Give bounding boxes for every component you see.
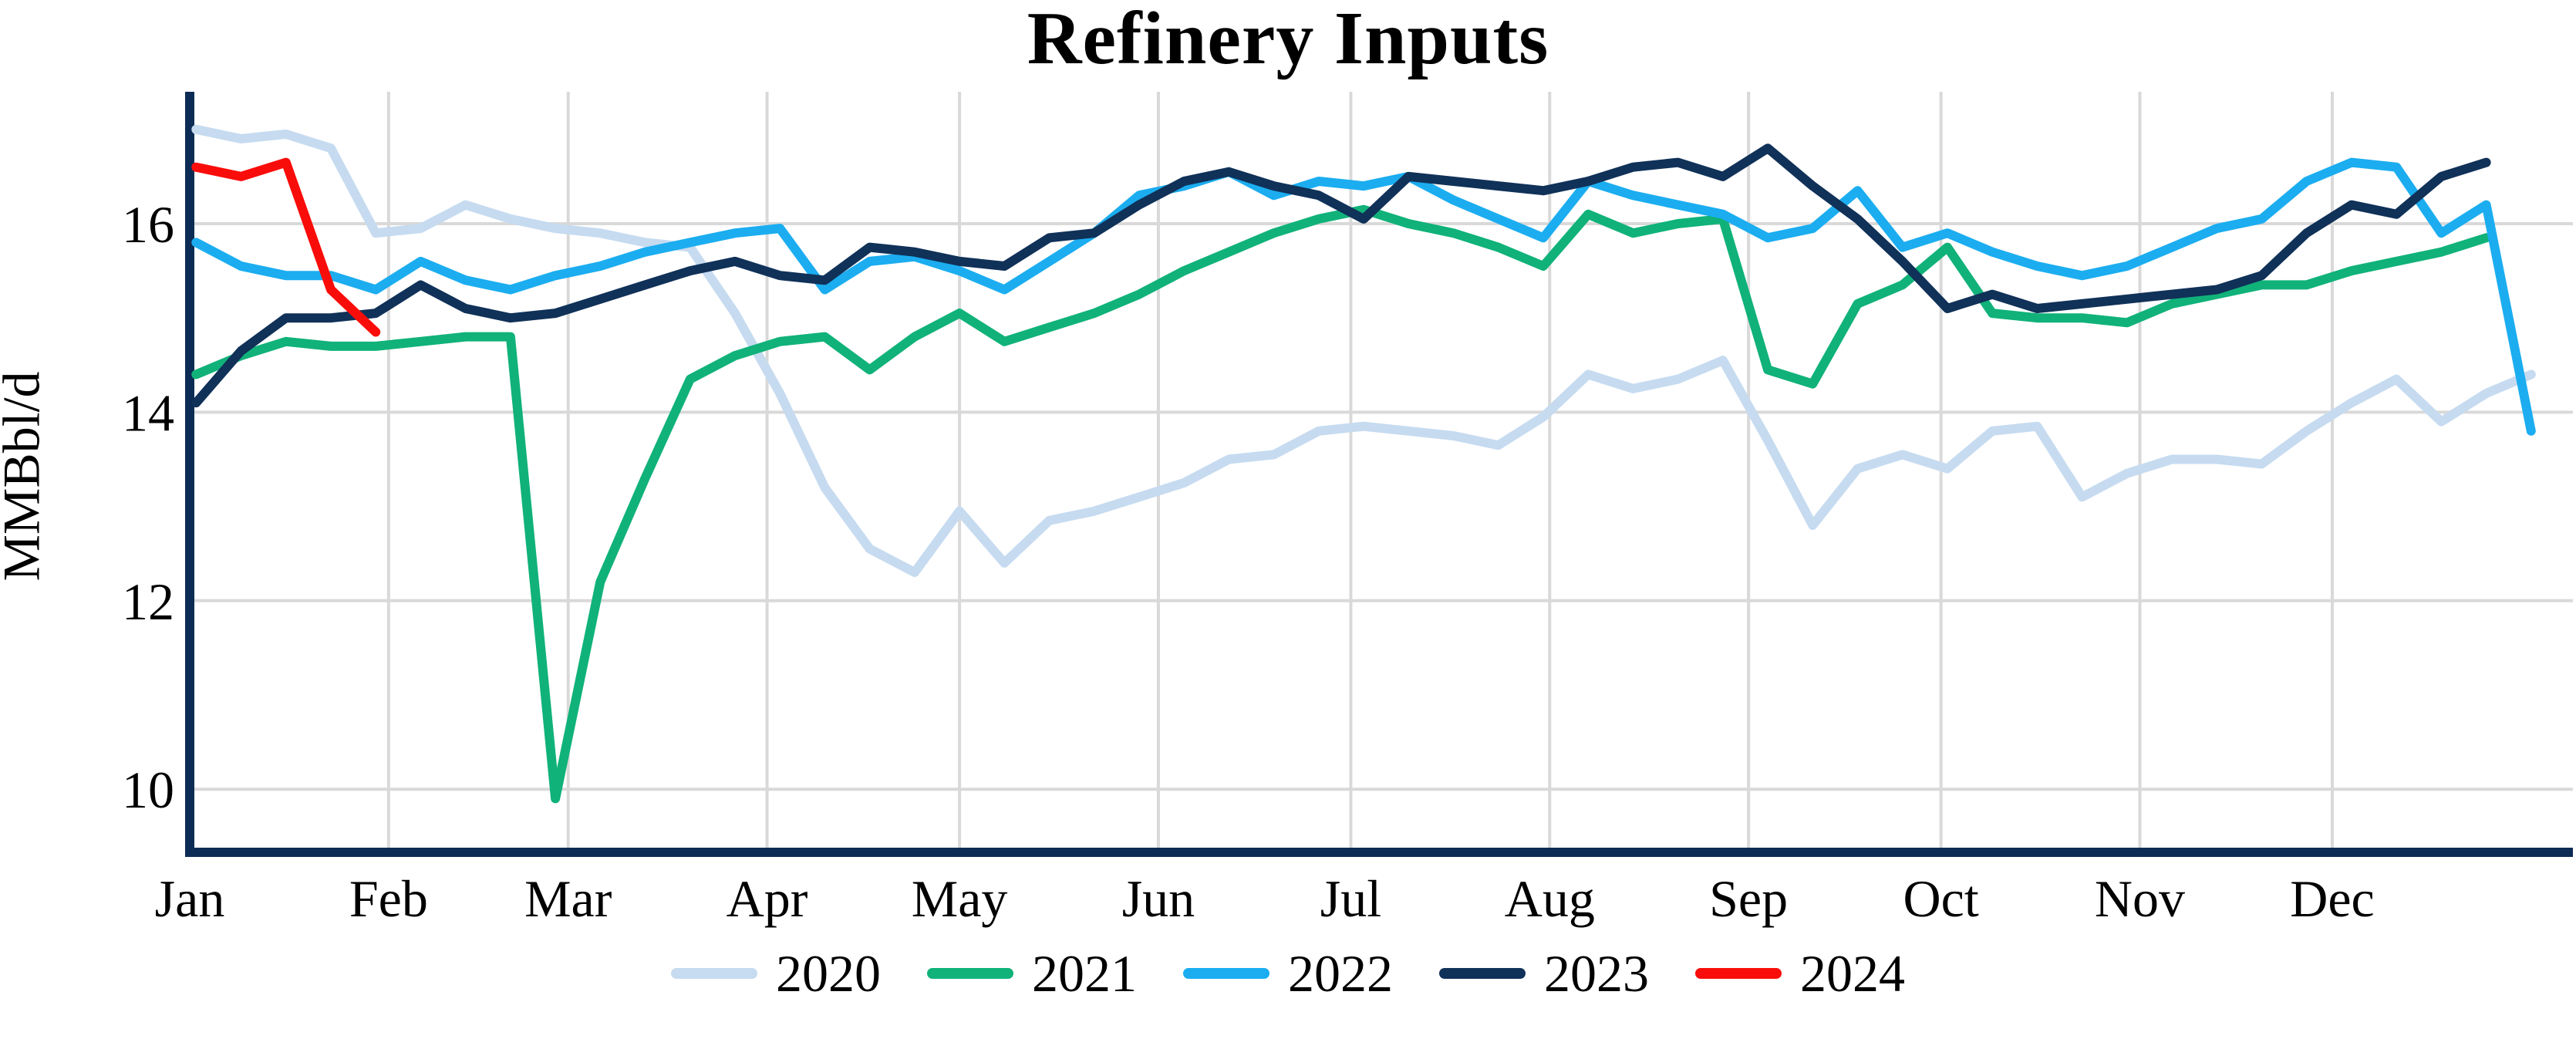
legend-item-2022: 2022: [1183, 947, 1393, 1000]
legend-item-2023: 2023: [1439, 947, 1649, 1000]
svg-text:10: 10: [122, 761, 174, 819]
legend-swatch-2022: [1183, 968, 1269, 979]
svg-text:Nov: Nov: [2095, 869, 2185, 928]
svg-text:Apr: Apr: [727, 869, 808, 928]
legend-swatch-2024: [1695, 968, 1782, 979]
svg-text:Aug: Aug: [1505, 869, 1595, 928]
svg-text:12: 12: [122, 572, 174, 631]
svg-text:Jun: Jun: [1122, 869, 1195, 928]
legend-label-2020: 2020: [776, 944, 881, 1003]
legend-swatch-2021: [927, 968, 1013, 979]
svg-text:16: 16: [122, 195, 174, 254]
legend-swatch-2023: [1439, 968, 1526, 979]
svg-text:May: May: [912, 869, 1008, 928]
legend-item-2020: 2020: [671, 947, 881, 1000]
legend-label-2024: 2024: [1800, 944, 1905, 1003]
svg-text:Dec: Dec: [2290, 869, 2374, 928]
svg-text:Mar: Mar: [524, 869, 612, 928]
legend-label-2022: 2022: [1288, 944, 1393, 1003]
svg-text:Sep: Sep: [1709, 869, 1788, 928]
svg-text:Feb: Feb: [349, 869, 428, 928]
legend-item-2021: 2021: [927, 947, 1137, 1000]
legend-label-2023: 2023: [1544, 944, 1649, 1003]
legend-swatch-2020: [671, 968, 757, 979]
legend-label-2021: 2021: [1032, 944, 1137, 1003]
svg-text:14: 14: [122, 383, 174, 442]
chart-title: Refinery Inputs: [1027, 0, 1549, 80]
svg-text:Oct: Oct: [1903, 869, 1979, 928]
legend: 2020 2021 2022 2023 2024: [0, 947, 2576, 1000]
svg-text:Jul: Jul: [1320, 869, 1381, 928]
legend-item-2024: 2024: [1695, 947, 1905, 1000]
svg-text:Jan: Jan: [155, 869, 225, 928]
